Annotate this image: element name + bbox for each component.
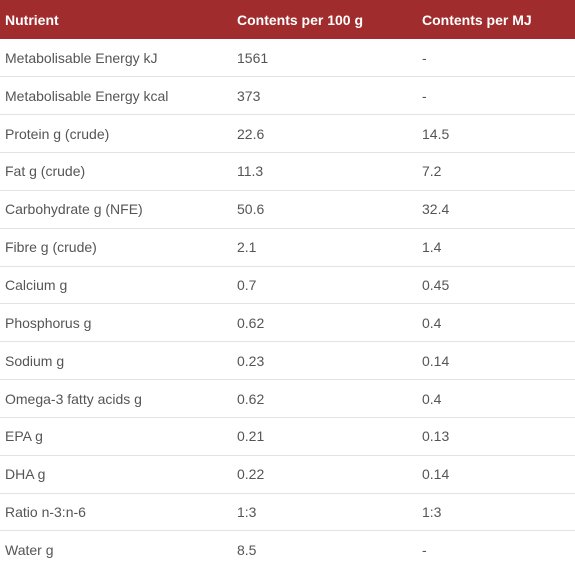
value-per-100g: 22.6 [237,125,265,142]
value-per-100g: 1:3 [237,504,257,521]
table-row: Metabolisable Energy kJ 1561 - [0,39,575,77]
table-row: DHA g 0.22 0.14 [0,455,575,494]
table-row: Water g 8.5 - [0,531,575,569]
table-row: Fat g (crude) 11.3 7.2 [0,153,575,191]
value-per-mj: - [422,87,427,104]
nutrient-name: Metabolisable Energy kcal [5,87,169,104]
value-per-100g: 11.3 [237,163,264,180]
table-row: Carbohydrate g (NFE) 50.6 32.4 [0,190,575,229]
table-row: Calcium g 0.7 0.45 [0,266,575,304]
header-nutrient: Nutrient [5,11,59,28]
value-per-mj: 0.4 [422,390,442,407]
header-per-100g: Contents per 100 g [237,11,364,28]
value-per-mj: 0.13 [422,428,450,445]
table-body: Metabolisable Energy kJ 1561 - Metabolis… [0,39,575,569]
nutrient-name: Carbohydrate g (NFE) [5,201,143,218]
nutrient-name: Metabolisable Energy kJ [5,49,158,66]
value-per-mj: 0.14 [422,352,450,369]
value-per-mj: 1.4 [422,239,442,256]
value-per-100g: 50.6 [237,201,265,218]
nutrient-name: Ratio n-3:n-6 [5,504,86,521]
nutrient-name: Protein g (crude) [5,125,110,142]
nutrient-name: Fibre g (crude) [5,239,97,256]
value-per-mj: 32.4 [422,201,450,218]
table-row: Ratio n-3:n-6 1:3 1:3 [0,493,575,531]
value-per-100g: 1561 [237,49,269,66]
value-per-mj: 7.2 [422,163,442,180]
nutrient-name: Fat g (crude) [5,163,86,180]
nutrient-name: Calcium g [5,276,68,293]
value-per-mj: 0.45 [422,276,450,293]
value-per-mj: 1:3 [422,504,442,521]
table-row: Omega-3 fatty acids g 0.62 0.4 [0,380,575,418]
table-header: Nutrient Contents per 100 g Contents per… [0,0,575,39]
table-row: Fibre g (crude) 2.1 1.4 [0,228,575,267]
table-row: Protein g (crude) 22.6 14.5 [0,115,575,153]
value-per-mj: - [422,542,427,559]
header-row: Nutrient Contents per 100 g Contents per… [0,0,575,39]
nutrient-name: Omega-3 fatty acids g [5,390,142,407]
value-per-mj: 0.14 [422,466,450,483]
value-per-100g: 0.7 [237,276,257,293]
value-per-100g: 0.62 [237,390,265,407]
value-per-100g: 8.5 [237,542,257,559]
table-row: Phosphorus g 0.62 0.4 [0,304,575,342]
value-per-100g: 0.23 [237,352,265,369]
value-per-mj: - [422,49,427,66]
value-per-100g: 0.21 [237,428,265,445]
value-per-mj: 14.5 [422,125,450,142]
table-row: EPA g 0.21 0.13 [0,417,575,456]
nutrient-name: Sodium g [5,352,65,369]
table-row: Metabolisable Energy kcal 373 - [0,77,575,115]
value-per-100g: 0.22 [237,466,265,483]
value-per-mj: 0.4 [422,314,442,331]
nutrient-name: Phosphorus g [5,314,92,331]
header-per-mj: Contents per MJ [422,11,532,28]
table-row: Sodium g 0.23 0.14 [0,342,575,380]
value-per-100g: 2.1 [237,239,257,256]
value-per-100g: 0.62 [237,314,265,331]
nutrient-name: DHA g [5,466,46,483]
nutrient-name: EPA g [5,428,43,445]
nutrient-name: Water g [5,542,54,559]
value-per-100g: 373 [237,87,261,104]
